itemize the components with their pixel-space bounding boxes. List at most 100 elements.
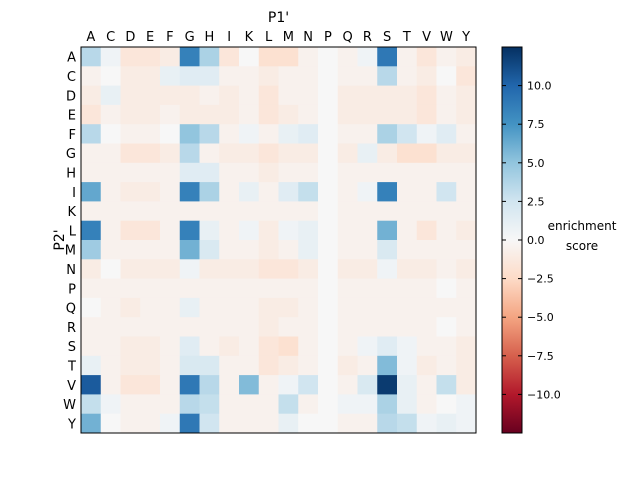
heatmap-cell-W-V [416,394,437,415]
heatmap-cell-S-E [140,336,161,357]
colorbar-tick-label: −10.0 [527,388,561,401]
x-tick-label: W [440,30,453,45]
heatmap-cell-F-R [357,124,378,144]
heatmap-cell-I-G [179,182,200,202]
heatmap-cell-P-H [199,278,220,299]
heatmap-cell-Y-D [120,413,141,434]
heatmap-cell-L-G [179,220,200,241]
heatmap-cell-G-V [416,143,437,164]
heatmap-cell-M-W [436,240,457,260]
heatmap-cell-M-V [416,240,437,260]
plot-frame [80,46,477,434]
heatmap-cell-T-M [278,355,299,376]
heatmap-cell-W-M [278,394,299,415]
heatmap-cell-L-D [120,220,141,241]
heatmap-cell-Y-K [239,413,260,434]
heatmap-cell-H-T [397,162,418,183]
heatmap-cell-F-D [120,124,141,144]
heatmap-cell-D-M [278,85,299,106]
heatmap-cell-V-E [140,375,161,395]
heatmap-cell-R-T [397,317,418,337]
heatmap-cell-I-I [219,182,240,202]
heatmap-cell-G-L [258,143,279,164]
heatmap-cell-Q-L [258,297,279,318]
heatmap-cell-P-Y [456,278,477,299]
heatmap-cell-Y-W [436,413,457,434]
x-axis-label: P1' [268,10,289,26]
y-tick-label: C [67,70,76,85]
heatmap-cell-C-F [160,66,181,86]
heatmap-cell-A-F [160,47,181,67]
heatmap-cell-N-H [199,259,220,279]
heatmap-cell-P-Q [337,278,358,299]
heatmap-cell-I-K [239,182,260,202]
heatmap-cell-H-Q [337,162,358,183]
heatmap-cell-V-W [436,375,457,395]
heatmap-cell-A-L [258,47,279,67]
heatmap-cell-L-V [416,220,437,241]
heatmap-cell-F-N [298,124,319,144]
heatmap-cell-K-P [318,201,339,222]
heatmap-cell-V-P [318,375,339,395]
heatmap-cell-W-G [179,394,200,415]
heatmap-cell-P-S [377,278,398,299]
heatmap-cell-A-G [179,47,200,67]
heatmap-cell-N-Y [456,259,477,279]
heatmap-cell-L-H [199,220,220,241]
heatmap-cell-F-M [278,124,299,144]
heatmap-cell-V-M [278,375,299,395]
x-tick-label: Q [343,30,353,45]
x-tick-label: Y [461,30,470,45]
heatmap-cell-G-H [199,143,220,164]
heatmap-cell-M-S [377,240,398,260]
heatmap-cell-W-H [199,394,220,415]
heatmap-cell-Q-I [219,297,240,318]
heatmap-cell-W-R [357,394,378,415]
heatmap-cell-C-Y [456,66,477,86]
heatmap-cell-K-Y [456,201,477,222]
y-tick-label: P [68,282,76,297]
heatmap-cell-C-G [179,66,200,86]
heatmap-cell-C-I [219,66,240,86]
heatmap-cell-E-I [219,104,240,125]
heatmap-cell-V-C [100,375,121,395]
heatmap-cell-R-V [416,317,437,337]
heatmap-cell-R-Y [456,317,477,337]
y-tick-label: Y [67,417,76,432]
heatmap-cell-D-F [160,85,181,106]
heatmap-cell-L-N [298,220,319,241]
heatmap-cell-Q-F [160,297,181,318]
colorbar-tick-label: −2.5 [527,273,554,286]
heatmap-cell-S-V [416,336,437,357]
heatmap-cell-E-M [278,104,299,125]
heatmap-cell-K-C [100,201,121,222]
heatmap-cell-H-I [219,162,240,183]
heatmap-cell-V-K [239,375,260,395]
heatmap-cell-P-M [278,278,299,299]
heatmap-cell-Q-P [318,297,339,318]
heatmap-cell-R-K [239,317,260,337]
heatmap-cell-E-Y [456,104,477,125]
heatmap-cell-K-E [140,201,161,222]
colorbar-ticks: 10.0 7.5 5.0 2.5 0.0 −2.5 −5.0 −7.5 −10.0 [502,80,561,401]
heatmap-cell-C-M [278,66,299,86]
heatmap-cell-A-H [199,47,220,67]
heatmap-cell-R-S [377,317,398,337]
x-tick-label: M [283,30,294,45]
heatmap-cell-H-C [100,162,121,183]
heatmap-cell-C-V [416,66,437,86]
heatmap-cell-I-S [377,182,398,202]
heatmap-cell-G-T [397,143,418,164]
heatmap-cell-W-D [120,394,141,415]
heatmap-cell-T-Q [337,355,358,376]
heatmap-cell-R-R [357,317,378,337]
heatmap-cell-W-C [100,394,121,415]
heatmap-cell-A-C [100,47,121,67]
heatmap-cell-T-A [81,355,102,376]
heatmap-cell-W-F [160,394,181,415]
heatmap-cell-D-L [258,85,279,106]
heatmap-cell-P-K [239,278,260,299]
heatmap-cell-P-R [357,278,378,299]
heatmap-cell-G-K [239,143,260,164]
